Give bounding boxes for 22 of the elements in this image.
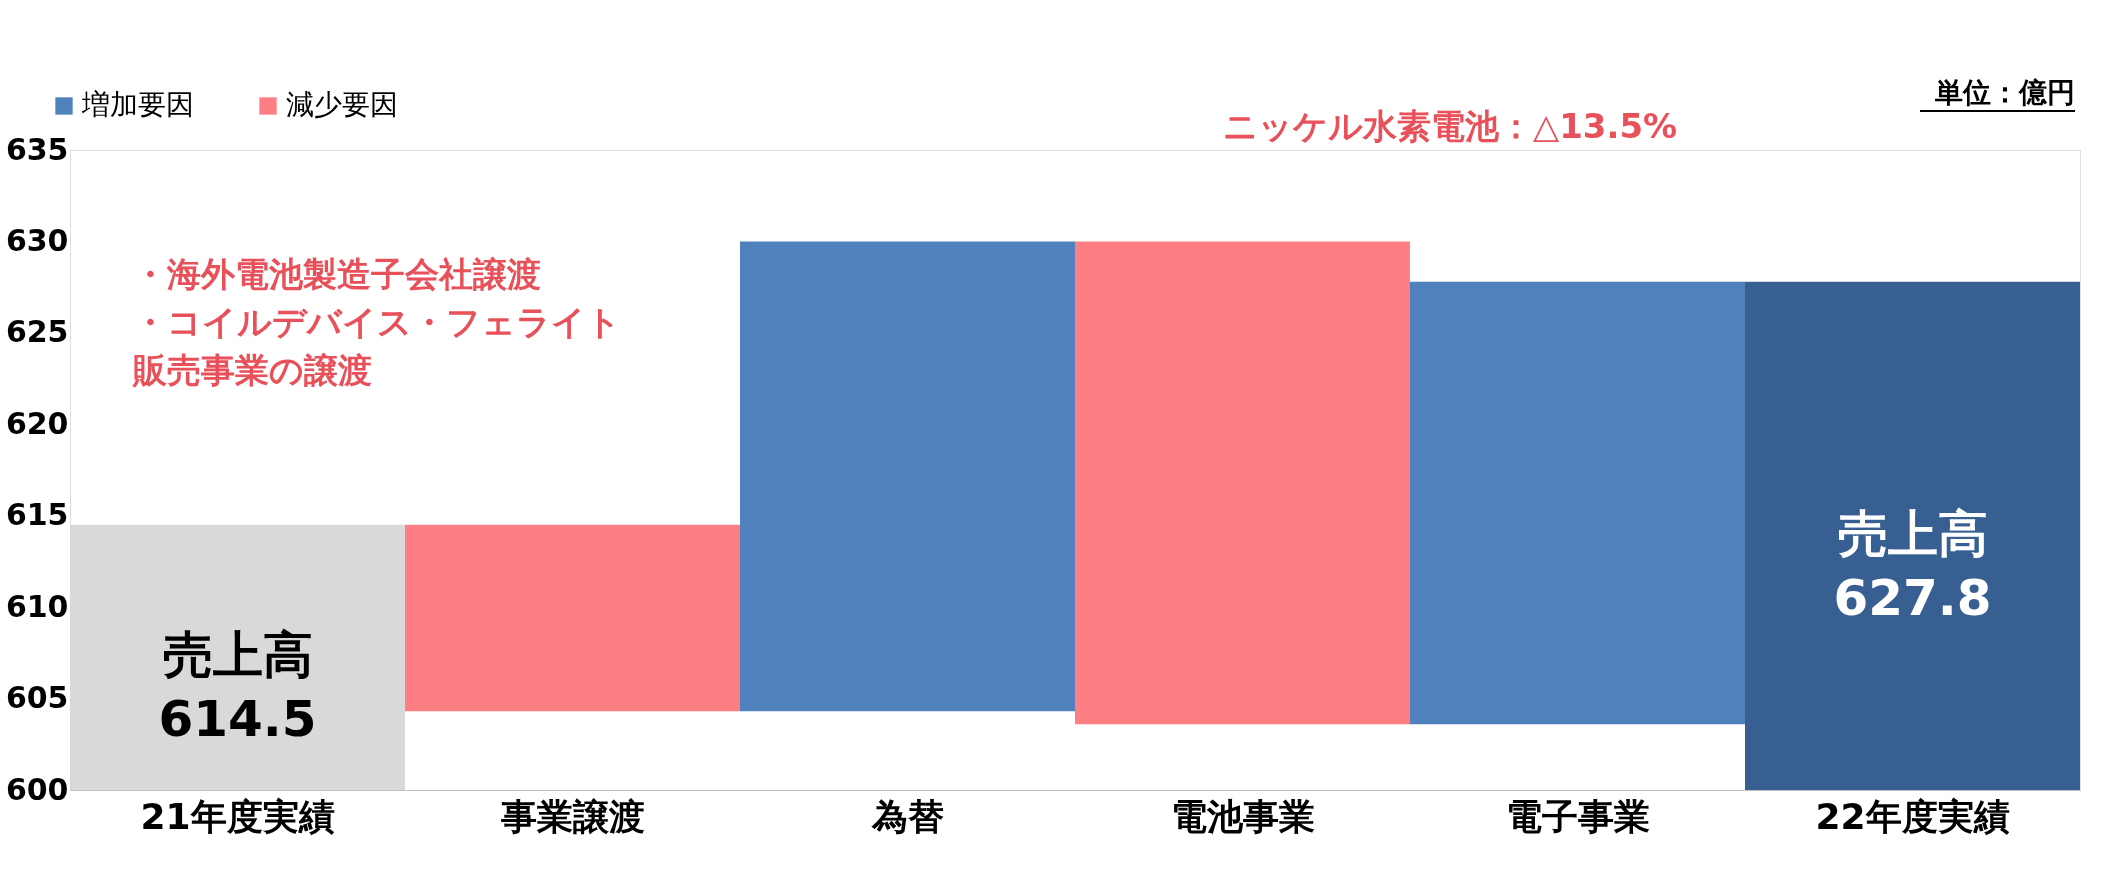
x-tick-label: 電池事業: [1170, 795, 1315, 837]
y-tick-label: 620: [5, 405, 69, 441]
x-tick-label: 22年度実績: [1815, 795, 2010, 837]
y-tick-label: 615: [5, 497, 69, 533]
text: ニッケル水素電池：△13.5%: [1223, 105, 1678, 146]
y-tick-label: 605: [5, 680, 69, 716]
text: 単位：億円: [1934, 76, 2075, 109]
legend-label: 減少要因: [286, 88, 398, 121]
y-tick-label: 600: [5, 771, 69, 807]
x-tick-label: 21年度実績: [140, 795, 335, 837]
annotation: ・コイルデバイス・フェライト販売事業の譲渡: [132, 301, 621, 390]
y-tick-label: 635: [5, 131, 69, 167]
annotation: ・海外電池製造子会社譲渡: [133, 253, 541, 294]
x-tick-label: 為替: [870, 795, 944, 837]
legend-label: 増加要因: [81, 88, 194, 121]
y-tick-label: 625: [5, 314, 69, 350]
x-tick-label: 事業譲渡: [499, 795, 645, 837]
x-tick-label: 電子事業: [1505, 795, 1650, 837]
data-label: 売上高 614.5: [158, 626, 317, 749]
y-tick-label: 610: [5, 588, 69, 624]
data-label: 売上高 627.8: [1833, 504, 1992, 627]
y-tick-label: 630: [5, 222, 69, 258]
